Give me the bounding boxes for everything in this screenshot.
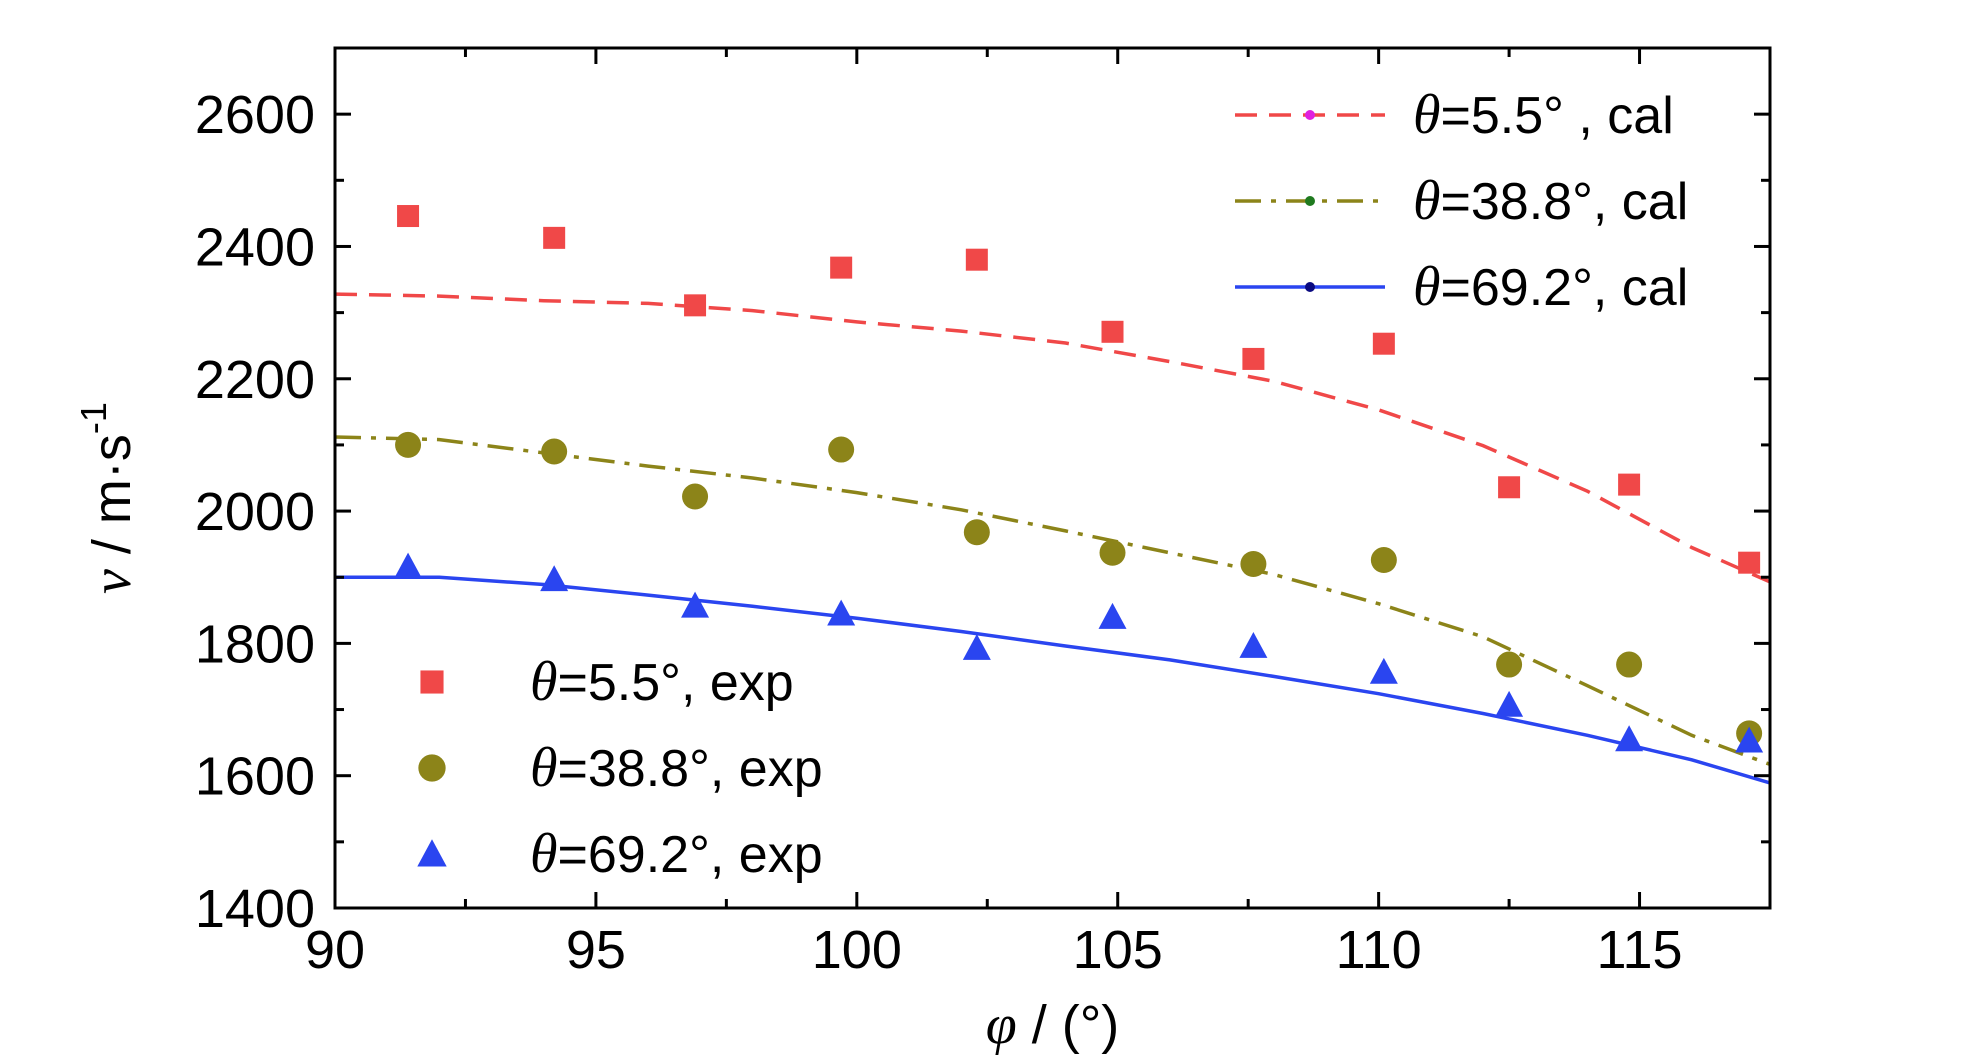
x-axis-symbol: φ: [986, 994, 1017, 1056]
data-point-series-1: [395, 431, 422, 458]
y-tick-label: 1600: [195, 747, 315, 807]
legend-entry-5: θ=69.2°, cal: [1413, 256, 1688, 318]
legend-entry-3: θ=5.5° , cal: [1413, 84, 1674, 146]
data-point-series-0: [1618, 473, 1641, 496]
data-point-series-0: [830, 256, 853, 279]
data-point-series-0: [965, 248, 988, 271]
legend-entry-label: =69.2°, cal: [1441, 259, 1689, 317]
y-tick-label: 2000: [195, 482, 315, 542]
data-point-series-0: [1101, 320, 1124, 343]
data-point-series-2: [1239, 632, 1268, 658]
x-tick-label: 100: [812, 920, 902, 980]
data-point-series-0: [1242, 347, 1265, 370]
data-point-series-2: [1098, 602, 1127, 629]
data-point-series-0: [1738, 551, 1761, 574]
legend-marker-4: [1305, 196, 1315, 206]
legend-entry-label: =38.8°, exp: [558, 740, 823, 798]
data-point-series-2: [394, 552, 423, 579]
data-point-series-2: [681, 591, 710, 618]
y-tick-label: 1800: [195, 614, 315, 674]
data-point-series-1: [1496, 651, 1523, 678]
legend-marker-2: [417, 839, 447, 867]
data-point-series-1: [541, 438, 568, 465]
x-tick-label: 90: [305, 920, 365, 980]
x-axis-label: φ / (°): [986, 994, 1120, 1056]
data-point-series-2: [1615, 725, 1644, 752]
x-tick-label: 115: [1596, 920, 1682, 980]
legend-entry-label: =38.8°, cal: [1441, 173, 1689, 231]
legend-entry-4: θ=38.8°, cal: [1413, 170, 1688, 232]
data-point-series-0: [543, 226, 566, 249]
x-axis-label-rest: / (°): [1017, 995, 1120, 1055]
legend-entry-0: θ=5.5°, exp: [530, 651, 794, 713]
legend-entry-label: =5.5° , cal: [1441, 87, 1674, 145]
data-point-series-1: [1099, 539, 1126, 566]
legend-entry-label: =5.5°, exp: [558, 654, 794, 712]
data-point-series-1: [1240, 551, 1267, 577]
data-point-series-2: [540, 565, 569, 592]
data-point-series-0: [1372, 332, 1395, 355]
legend-entry-symbol: θ: [530, 737, 558, 799]
data-point-series-2: [1735, 726, 1764, 753]
y-tick-label: 2600: [195, 85, 315, 145]
legend-entry-symbol: θ: [1413, 84, 1441, 146]
legend-entry-2: θ=69.2°, exp: [530, 823, 823, 885]
data-point-series-2: [1495, 690, 1524, 717]
data-point-series-2: [962, 634, 991, 660]
y-axis-symbol: v: [81, 569, 143, 594]
legend-marker-3: [1305, 110, 1315, 120]
data-point-series-1: [963, 519, 990, 546]
x-tick-label: 105: [1073, 920, 1163, 980]
legend-marker-5: [1305, 282, 1315, 292]
data-point-series-1: [1616, 651, 1643, 678]
plot-content: [335, 205, 1770, 785]
series-line-5: [335, 575, 1770, 785]
legend-entry-label: =69.2°, exp: [558, 826, 823, 884]
data-point-series-2: [827, 599, 856, 626]
plot-frame: [333, 46, 1772, 910]
legend-marker-1: [418, 754, 446, 782]
y-axis-label-superscript: -1: [73, 402, 114, 434]
data-point-series-0: [397, 205, 420, 228]
y-tick-label: 2200: [195, 350, 315, 410]
y-axis-label-rest: / m·s: [82, 434, 142, 569]
y-tick-label: 2400: [195, 217, 315, 277]
legend-entry-1: θ=38.8°, exp: [530, 737, 823, 799]
legend-entry-symbol: θ: [1413, 170, 1441, 232]
data-point-series-1: [828, 436, 855, 463]
series-line-3: [335, 292, 1770, 584]
legend-marker-0: [420, 670, 444, 694]
legend-entry-symbol: θ: [530, 823, 558, 885]
plot-series: [335, 205, 1770, 785]
legend-entry-symbol: θ: [530, 651, 558, 713]
data-point-series-1: [682, 483, 709, 510]
legend-entry-symbol: θ: [1413, 256, 1441, 318]
data-point-series-1: [1370, 547, 1397, 574]
axis-ticks: 90 95 100 105 110 115 1400 1600 1800 2000 2200 2400…: [195, 48, 1770, 980]
x-tick-label: 95: [566, 920, 626, 980]
data-point-series-2: [1369, 657, 1398, 684]
y-tick-label: 1400: [195, 879, 315, 939]
data-point-series-0: [684, 294, 707, 317]
data-point-series-0: [1498, 476, 1521, 499]
series-line-4: [335, 435, 1770, 767]
y-axis-label: v / m·s-1: [73, 402, 143, 594]
x-tick-label: 110: [1336, 920, 1422, 980]
